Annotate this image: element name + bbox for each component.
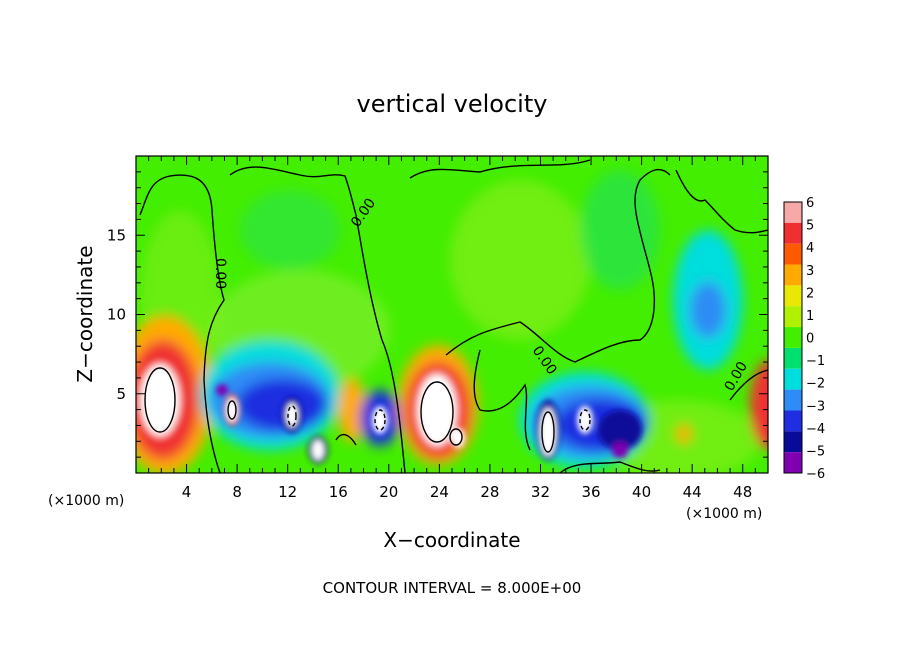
contour-line [449, 428, 463, 446]
colorbar-swatch [784, 389, 802, 411]
contour-line [139, 174, 225, 473]
x-tick-label: 28 [480, 483, 499, 501]
colorbar-swatch [784, 202, 802, 223]
field-region [450, 180, 590, 340]
field-region [237, 379, 327, 431]
x-unit-left: (×1000 m) [48, 493, 124, 509]
field-core [419, 376, 455, 444]
field-region [580, 170, 660, 290]
field-region [676, 424, 692, 444]
contour-line [335, 433, 357, 446]
contour-line [374, 409, 386, 431]
colorbar-swatch [784, 347, 802, 369]
x-tick-label: 24 [430, 483, 449, 501]
contour-line [729, 369, 768, 401]
colorbar-label: −5 [806, 444, 825, 459]
field-region [338, 378, 366, 442]
y-tick-label: 10 [107, 306, 126, 324]
colorbar-label: −4 [806, 422, 825, 437]
contour-label: 0.00 [212, 258, 228, 289]
field-core [216, 384, 228, 396]
field-region [750, 360, 768, 450]
contour-line [541, 411, 555, 453]
colorbar-label: 4 [806, 241, 814, 256]
contour-line [579, 409, 591, 431]
y-axis-label: Z−coordinate [73, 245, 97, 382]
colorbar-swatch [784, 285, 802, 307]
x-tick-label: 36 [581, 483, 600, 501]
contour-line [229, 166, 406, 473]
colorbar-frame [783, 201, 803, 474]
x-unit-right: (×1000 m) [686, 506, 762, 522]
colorbar-label: −2 [806, 377, 825, 392]
colorbar-label: 2 [806, 286, 814, 301]
field-core [598, 410, 642, 450]
zero-contours [139, 159, 768, 473]
contour-line [445, 168, 671, 363]
contour-line [675, 169, 768, 234]
field-core [312, 440, 324, 460]
colorbar-swatch [784, 306, 802, 328]
contour-line [473, 349, 531, 451]
x-tick-label: 20 [379, 483, 398, 501]
x-tick-label: 12 [278, 483, 297, 501]
colorbar-label: −1 [806, 354, 825, 369]
field-core [142, 366, 178, 434]
contour-line [287, 405, 297, 427]
x-tick-label: 4 [182, 483, 192, 501]
field-core [612, 442, 628, 458]
x-axis: 4 8 12 16 20 24 28 32 36 40 44 48 [148, 156, 756, 501]
colorbar-label: 3 [806, 264, 814, 279]
contour-line [409, 159, 591, 179]
colorbar-swatch [784, 452, 802, 473]
colorbar-swatch [784, 264, 802, 286]
colorbar-swatch [784, 368, 802, 390]
colorbar-label: 0 [806, 332, 814, 347]
colorbar-label: 5 [806, 219, 814, 234]
x-tick-label: 8 [232, 483, 242, 501]
contour-line [227, 400, 237, 420]
field-region [690, 282, 726, 338]
colorbar-swatch [784, 431, 802, 453]
colorbar-swatch [784, 243, 802, 265]
contour-line [420, 381, 454, 443]
x-tick-label: 44 [683, 483, 702, 501]
colorbar-label: −6 [806, 467, 825, 482]
contour-interval-note: CONTOUR INTERVAL = 8.000E+00 [323, 579, 582, 597]
colorbar-swatch [784, 222, 802, 244]
colorbar-swatch [784, 410, 802, 432]
field-region [240, 190, 340, 270]
colorbar-label: 1 [806, 309, 814, 324]
colorbar-label: 6 [806, 196, 814, 211]
x-tick-label: 40 [632, 483, 651, 501]
y-tick-label: 15 [107, 226, 126, 244]
x-tick-label: 48 [733, 483, 752, 501]
x-axis-label: X−coordinate [383, 528, 520, 552]
colorbar-label: −3 [806, 399, 825, 414]
field-core [540, 408, 556, 456]
x-tick-label: 16 [329, 483, 348, 501]
plot-area: 0.00 0.00 0.00 0.00 4 8 12 16 20 24 28 32 36 40 44… [107, 155, 769, 501]
colorbar-swatch [784, 327, 802, 348]
y-tick-label: 5 [116, 385, 126, 403]
chart-title: vertical velocity [357, 90, 548, 118]
colorbar: 6 5 4 3 2 1 0 −1 −2 −3 −4 −5 −6 [783, 196, 825, 482]
contour-line [144, 367, 176, 433]
x-tick-label: 32 [531, 483, 550, 501]
contour-line [559, 461, 661, 473]
y-axis: 5 10 15 [107, 171, 768, 458]
